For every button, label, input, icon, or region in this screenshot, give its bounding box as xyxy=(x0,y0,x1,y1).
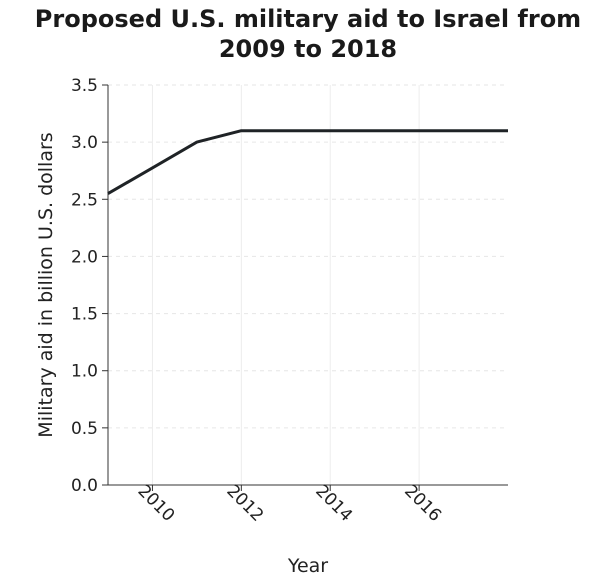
y-tick-label: 2.5 xyxy=(71,190,98,210)
plot-area xyxy=(108,85,508,485)
y-axis-ticks: 0.0 0.5 1.0 1.5 2.0 2.5 3.0 3.5 xyxy=(71,76,108,496)
y-tick-label: 3.5 xyxy=(71,76,98,96)
x-tick-label: 2016 xyxy=(400,481,445,526)
chart-title-line-1: Proposed U.S. military aid to Israel fro… xyxy=(34,5,582,33)
y-tick-label: 3.0 xyxy=(71,133,98,153)
x-tick-label: 2012 xyxy=(223,481,268,526)
gridlines xyxy=(108,84,508,485)
y-tick-label: 1.0 xyxy=(71,362,98,382)
chart-title: Proposed U.S. military aid to Israel fro… xyxy=(0,4,616,64)
y-axis-label: Military aid in billion U.S. dollars xyxy=(35,132,57,437)
y-tick-label: 1.5 xyxy=(71,305,98,325)
x-tick-label: 2014 xyxy=(311,481,356,526)
y-tick-label: 0.0 xyxy=(71,476,98,496)
axes xyxy=(107,85,508,486)
x-tick-label: 2010 xyxy=(134,481,179,526)
y-tick-label: 0.5 xyxy=(71,419,98,439)
x-axis-ticks: 2010 2012 2014 2016 xyxy=(134,481,445,526)
y-tick-label: 2.0 xyxy=(71,247,98,267)
series-line xyxy=(107,129,508,195)
x-axis-label: Year xyxy=(287,555,328,577)
chart-title-line-2: 2009 to 2018 xyxy=(218,35,398,63)
series-group xyxy=(107,129,508,195)
